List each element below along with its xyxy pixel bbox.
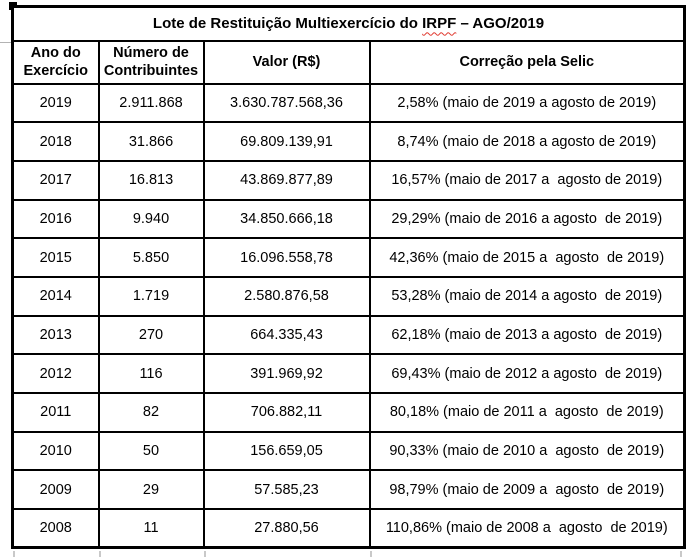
year-cell[interactable]: 2017 [11, 159, 100, 201]
table-row: 2012 116 391.969,92 69,43% (maio de 2012… [11, 353, 686, 394]
value-cell[interactable]: 69.809.139,91 [202, 121, 371, 162]
year-cell[interactable]: 2013 [11, 314, 100, 356]
value-cell[interactable]: 3.630.787.568,36 [202, 82, 371, 124]
value-cell[interactable]: 57.585,23 [202, 469, 371, 511]
table-row: 2019 2.911.868 3.630.787.568,36 2,58% (m… [11, 82, 686, 124]
header-correcao-selic[interactable]: Correção pela Selic [368, 39, 686, 85]
contributors-cell[interactable]: 82 [97, 392, 205, 433]
header-numero-contribuintes[interactable]: Número de Contribuintes [97, 39, 205, 85]
table-title-misspelled-word: IRPF [422, 15, 457, 33]
selic-cell[interactable]: 2,58% (maio de 2019 a agosto de 2019) [368, 82, 686, 124]
year-cell[interactable]: 2010 [11, 430, 100, 472]
selic-cell[interactable]: 69,43% (maio de 2012 a agosto de 2019) [368, 353, 686, 394]
gridline-stub [680, 551, 682, 557]
year-cell[interactable]: 2019 [11, 82, 100, 124]
contributors-cell[interactable]: 31.866 [97, 121, 205, 162]
header-ano-exercicio[interactable]: Ano do Exercício [11, 39, 100, 85]
margin-gridline [0, 42, 13, 43]
year-cell[interactable]: 2012 [11, 353, 100, 394]
value-cell[interactable]: 2.580.876,58 [202, 275, 371, 317]
value-cell[interactable]: 16.096.558,78 [202, 237, 371, 278]
table-title-suffix: – AGO/2019 [456, 15, 545, 33]
contributors-cell[interactable]: 116 [97, 353, 205, 394]
selic-cell[interactable]: 29,29% (maio de 2016 a agosto de 2019) [368, 198, 686, 240]
contributors-cell[interactable]: 9.940 [97, 198, 205, 240]
table-title-cell[interactable]: Lote de Restituição Multiexercício do IR… [11, 5, 686, 42]
value-cell[interactable]: 43.869.877,89 [202, 159, 371, 201]
year-cell[interactable]: 2011 [11, 392, 100, 433]
selic-cell[interactable]: 80,18% (maio de 2011 a agosto de 2019) [368, 392, 686, 433]
table-row: 2015 5.850 16.096.558,78 42,36% (maio de… [11, 237, 686, 278]
value-cell[interactable]: 34.850.666,18 [202, 198, 371, 240]
irpf-restitution-table: Lote de Restituição Multiexercício do IR… [11, 5, 687, 550]
value-cell[interactable]: 27.880,56 [202, 508, 371, 549]
selic-cell[interactable]: 42,36% (maio de 2015 a agosto de 2019) [368, 237, 686, 278]
gridline-stub [13, 551, 15, 557]
selic-cell[interactable]: 98,79% (maio de 2009 a agosto de 2019) [368, 469, 686, 511]
contributors-cell[interactable]: 5.850 [97, 237, 205, 278]
year-cell[interactable]: 2009 [11, 469, 100, 511]
table-row: 2018 31.866 69.809.139,91 8,74% (maio de… [11, 121, 686, 162]
year-cell[interactable]: 2008 [11, 508, 100, 549]
selic-cell[interactable]: 16,57% (maio de 2017 a agosto de 2019) [368, 159, 686, 201]
value-cell[interactable]: 156.659,05 [202, 430, 371, 472]
year-cell[interactable]: 2015 [11, 237, 100, 278]
gridline-stub [370, 551, 372, 557]
contributors-cell[interactable]: 270 [97, 314, 205, 356]
table-row: 2010 50 156.659,05 90,33% (maio de 2010 … [11, 430, 686, 472]
contributors-cell[interactable]: 1.719 [97, 275, 205, 317]
contributors-cell[interactable]: 2.911.868 [97, 82, 205, 124]
contributors-cell[interactable]: 11 [97, 508, 205, 549]
header-valor[interactable]: Valor (R$) [202, 39, 371, 85]
selic-cell[interactable]: 62,18% (maio de 2013 a agosto de 2019) [368, 314, 686, 356]
selic-cell[interactable]: 8,74% (maio de 2018 a agosto de 2019) [368, 121, 686, 162]
table-row: 2017 16.813 43.869.877,89 16,57% (maio d… [11, 159, 686, 201]
value-cell[interactable]: 664.335,43 [202, 314, 371, 356]
value-cell[interactable]: 391.969,92 [202, 353, 371, 394]
year-cell[interactable]: 2014 [11, 275, 100, 317]
contributors-cell[interactable]: 50 [97, 430, 205, 472]
table-row: 2016 9.940 34.850.666,18 29,29% (maio de… [11, 198, 686, 240]
value-cell[interactable]: 706.882,11 [202, 392, 371, 433]
table-row: 2014 1.719 2.580.876,58 53,28% (maio de … [11, 275, 686, 317]
gridline-stub [204, 551, 206, 557]
selic-cell[interactable]: 90,33% (maio de 2010 a agosto de 2019) [368, 430, 686, 472]
table-title-prefix: Lote de Restituição Multiexercício do [152, 15, 423, 33]
year-cell[interactable]: 2018 [11, 121, 100, 162]
contributors-cell[interactable]: 29 [97, 469, 205, 511]
table-row: 2013 270 664.335,43 62,18% (maio de 2013… [11, 314, 686, 356]
gridline-stub [99, 551, 101, 557]
table-row: 2008 11 27.880,56 110,86% (maio de 2008 … [11, 508, 686, 549]
selic-cell[interactable]: 53,28% (maio de 2014 a agosto de 2019) [368, 275, 686, 317]
table-header-row: Ano do Exercício Número de Contribuintes… [11, 39, 686, 85]
table-row: 2009 29 57.585,23 98,79% (maio de 2009 a… [11, 469, 686, 511]
year-cell[interactable]: 2016 [11, 198, 100, 240]
table-row: 2011 82 706.882,11 80,18% (maio de 2011 … [11, 392, 686, 433]
contributors-cell[interactable]: 16.813 [97, 159, 205, 201]
selic-cell[interactable]: 110,86% (maio de 2008 a agosto de 2019) [368, 508, 686, 549]
table-title-row: Lote de Restituição Multiexercício do IR… [11, 5, 686, 42]
